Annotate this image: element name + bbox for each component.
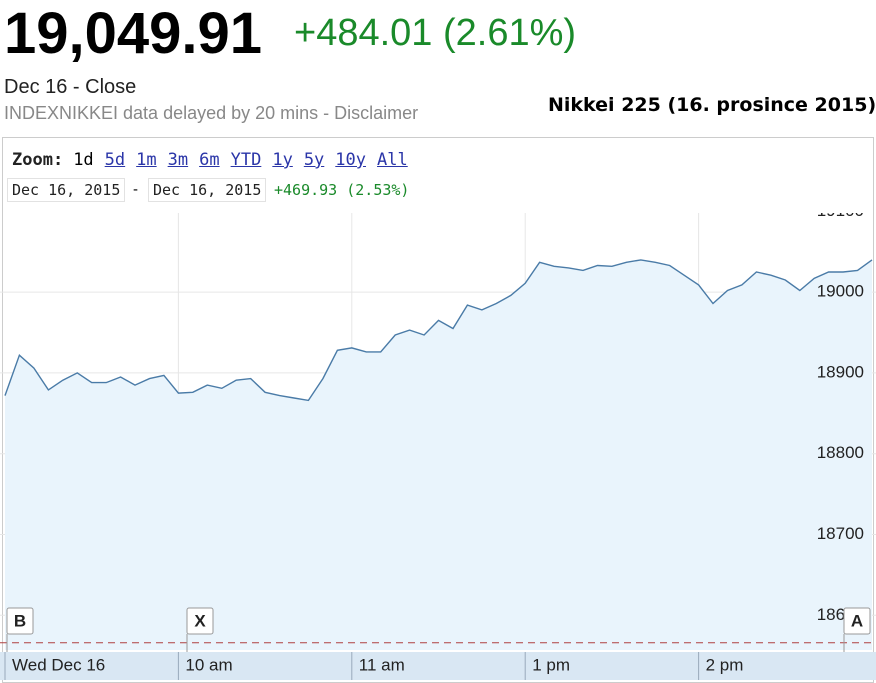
flag-label: B — [14, 611, 26, 630]
flag-label: A — [851, 611, 863, 630]
x-tick-label: 2 pm — [706, 655, 744, 674]
y-tick-label: 18800 — [817, 443, 864, 462]
y-tick-label: 18900 — [817, 362, 864, 381]
price: 19,049.91 — [4, 1, 263, 66]
x-tick-label: 10 am — [185, 655, 232, 674]
zoom-option[interactable]: 5y — [303, 150, 325, 170]
x-tick-label: 1 pm — [532, 655, 570, 674]
zoom-option[interactable]: 1y — [272, 150, 293, 170]
price-change: +484.01 (2.61%) — [294, 12, 577, 54]
flag-label: X — [194, 611, 206, 630]
flag-marker[interactable]: X — [186, 607, 214, 635]
x-tick-label: 11 am — [359, 655, 405, 674]
date-from[interactable]: Dec 16, 2015 — [7, 178, 126, 202]
caption: Nikkei 225 (16. prosince 2015) — [548, 94, 876, 116]
range-change: +469.93 (2.53%) — [274, 181, 410, 199]
y-tick-label: 19100 — [817, 213, 864, 220]
flag-box — [6, 607, 34, 635]
zoom-option[interactable]: 1d — [73, 150, 94, 170]
x-tick-label: Wed Dec 16 — [12, 655, 105, 674]
date-to[interactable]: Dec 16, 2015 — [148, 178, 267, 202]
zoom-option[interactable]: 10y — [335, 150, 367, 170]
area — [5, 259, 872, 650]
status: Dec 16 - Close — [4, 76, 137, 98]
source-note[interactable]: INDEXNIKKEI data delayed by 20 mins - Di… — [4, 103, 419, 123]
zoom-bar: Zoom: 1d 5d 1m 3m 6m YTD 1y 5y 10y All — [12, 150, 419, 170]
x-axis-bar — [0, 652, 876, 680]
zoom-option[interactable]: 3m — [167, 150, 189, 170]
zoom-option[interactable]: 5d — [104, 150, 126, 170]
zoom-option[interactable]: 1m — [136, 150, 157, 170]
flag-box — [186, 607, 214, 635]
flag-marker[interactable]: A — [843, 607, 871, 635]
line — [4, 259, 873, 402]
flag-marker[interactable]: B — [6, 607, 34, 635]
flag-box — [843, 607, 871, 635]
date-separator: - — [133, 181, 138, 198]
zoom-option[interactable]: 6m — [199, 150, 220, 170]
zoom-option[interactable]: All — [377, 150, 408, 170]
zoom-label: Zoom: — [12, 150, 64, 170]
chart: 186001870018800189001900019100BXAWed Dec… — [0, 213, 876, 680]
y-tick-label: 19000 — [817, 282, 864, 301]
y-tick-label: 18700 — [817, 524, 864, 543]
zoom-option[interactable]: YTD — [230, 150, 262, 170]
